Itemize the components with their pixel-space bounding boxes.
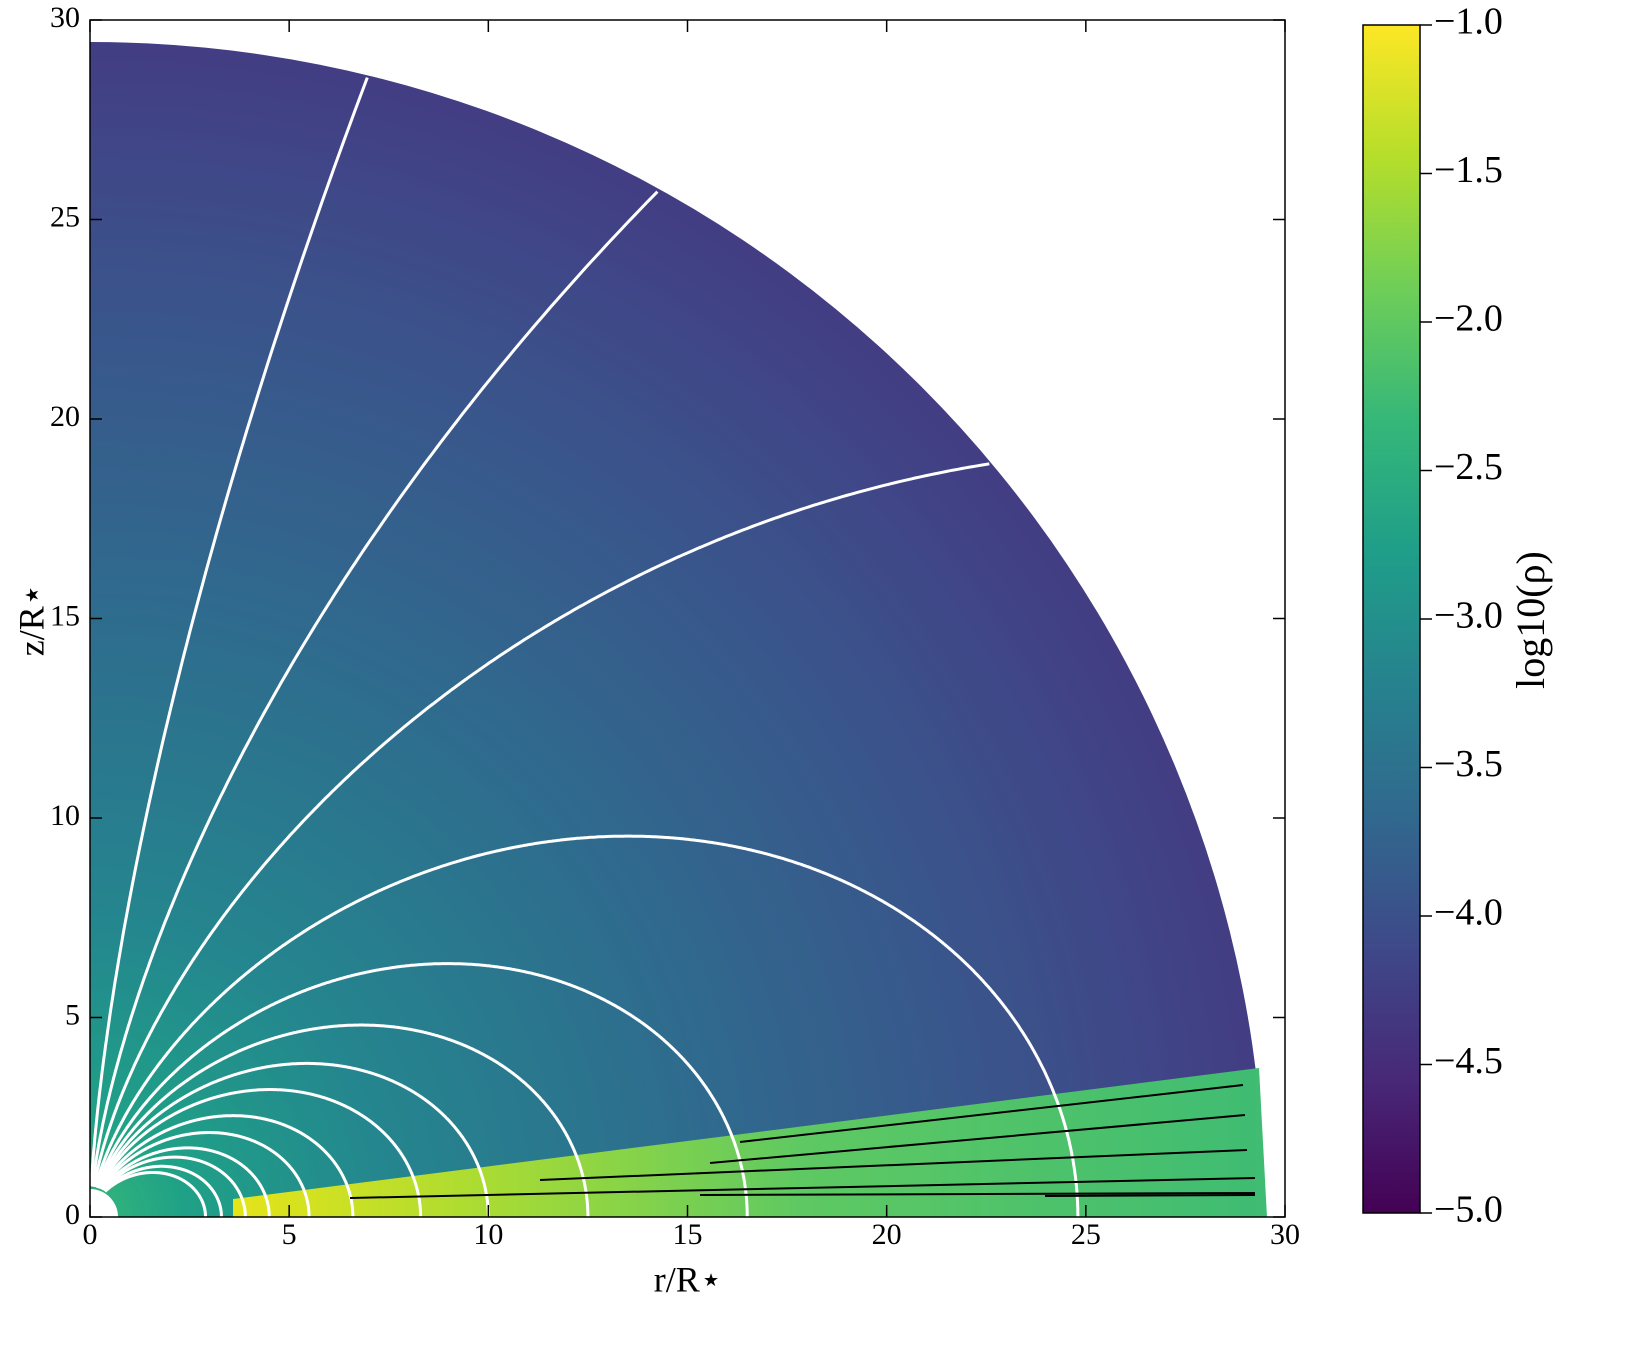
x-tick-label: 10: [473, 1218, 503, 1251]
colorbar-tick-label: −4.0: [1434, 892, 1503, 934]
disk: [233, 1068, 1267, 1217]
field-line: [104, 1171, 207, 1217]
star: [90, 1189, 118, 1217]
field-line: [92, 462, 990, 1187]
streamline: [1044, 1194, 1256, 1197]
streamline: [349, 1177, 1256, 1199]
colorbar-tick-label: −5.0: [1434, 1189, 1503, 1231]
y-tick-label: 0: [65, 1198, 80, 1231]
y-tick-label: 5: [65, 998, 80, 1031]
streamline: [699, 1192, 1256, 1196]
field-line: [97, 1088, 423, 1217]
field-line: [93, 834, 1080, 1217]
colorbar-tick-label: −1.0: [1434, 1, 1503, 43]
field-line: [100, 1146, 271, 1217]
x-axis-label: r/R⋆: [654, 1259, 723, 1299]
streamline: [539, 1149, 1248, 1181]
streamline: [739, 1084, 1244, 1143]
colorbar-tick-label: −3.5: [1434, 743, 1503, 785]
field-line: [98, 1114, 355, 1217]
x-tick-label: 15: [673, 1218, 703, 1251]
colorbar-tick-label: −1.5: [1434, 149, 1503, 191]
streamline: [709, 1114, 1246, 1164]
y-tick-label: 30: [50, 1, 80, 34]
x-tick-label: 0: [83, 1218, 98, 1251]
y-tick-label: 20: [50, 400, 80, 433]
field-line: [90, 77, 369, 1187]
colorbar-tick-label: −4.5: [1434, 1040, 1503, 1082]
field-lines: [90, 77, 1080, 1217]
y-tick-label: 15: [50, 599, 80, 632]
y-tick-label: 25: [50, 200, 80, 233]
x-tick-label: 5: [282, 1218, 297, 1251]
y-tick-label: 10: [50, 799, 80, 832]
colorbar-tick-label: −2.5: [1434, 446, 1503, 488]
field-line: [95, 962, 749, 1217]
colorbar-tick-label: −2.0: [1434, 298, 1503, 340]
streamlines: [349, 1084, 1256, 1199]
field-line: [96, 1061, 490, 1217]
colorbar-label: log10(ρ): [1508, 551, 1553, 689]
x-tick-label: 30: [1270, 1218, 1300, 1251]
density-field: [90, 42, 1267, 1217]
colorbar: [1362, 24, 1421, 1214]
field-line: [99, 1131, 311, 1217]
x-tick-label: 20: [872, 1218, 902, 1251]
x-tick-label: 25: [1071, 1218, 1101, 1251]
field-line: [102, 1155, 247, 1217]
y-axis-label: z/R⋆: [11, 584, 51, 657]
envelope: [90, 42, 1265, 1217]
field-line: [90, 190, 659, 1187]
field-line: [95, 1023, 590, 1217]
field-line: [102, 1164, 223, 1217]
colorbar-tick-label: −3.0: [1434, 595, 1503, 637]
